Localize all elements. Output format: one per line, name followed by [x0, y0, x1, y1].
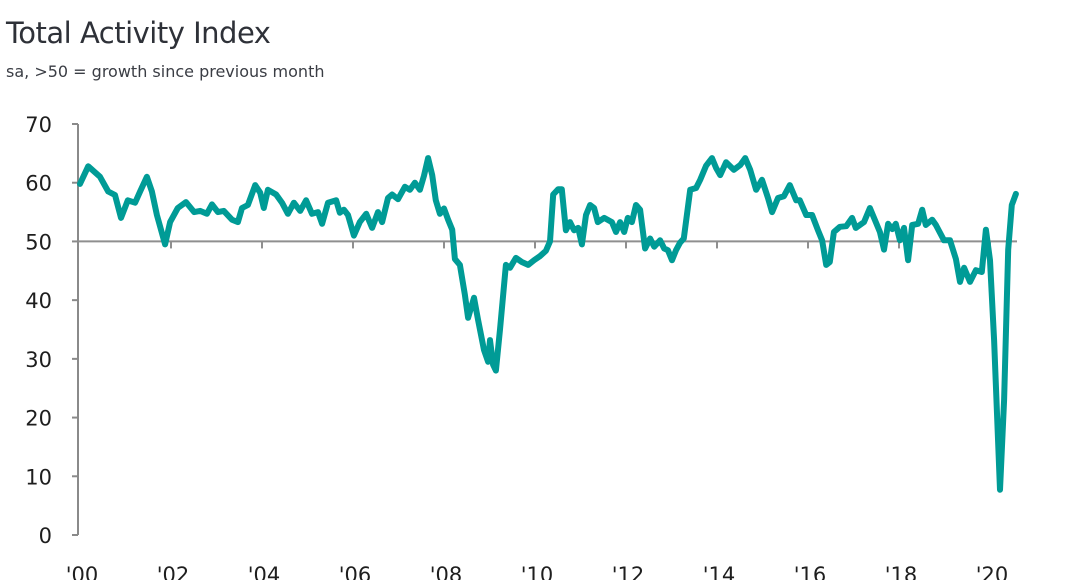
y-tick-label: 40 [25, 289, 52, 313]
plot-area [77, 155, 1019, 493]
x-tick-label: '02 [157, 563, 190, 580]
x-tick-label: '18 [885, 563, 918, 580]
axes: 0 10 20 30 40 50 60 70 '00 '02 '04 '06 '08 '10 '12 '14 '… [25, 113, 1017, 580]
y-tick-label: 70 [25, 113, 52, 137]
y-tick-label: 10 [25, 465, 52, 489]
x-tick-label: '00 [66, 563, 99, 580]
x-tick-label: '20 [976, 563, 1009, 580]
x-tick-label: '12 [612, 563, 645, 580]
y-tick-label: 30 [25, 348, 52, 372]
x-tick-label: '10 [521, 563, 554, 580]
y-tick-label: 20 [25, 407, 52, 431]
x-tick-label: '14 [703, 563, 736, 580]
chart-title: Total Activity Index [6, 16, 271, 50]
y-tick-label: 60 [25, 172, 52, 196]
chart-subtitle: sa, >50 = growth since previous month [6, 62, 325, 81]
x-tick-label: '16 [794, 563, 827, 580]
y-tick-label: 0 [39, 524, 52, 548]
x-tick-label: '06 [339, 563, 372, 580]
x-tick-label: '08 [430, 563, 463, 580]
series-line-total-activity-index [77, 155, 1019, 493]
y-tick-label: 50 [25, 230, 52, 254]
x-tick-label: '04 [248, 563, 281, 580]
